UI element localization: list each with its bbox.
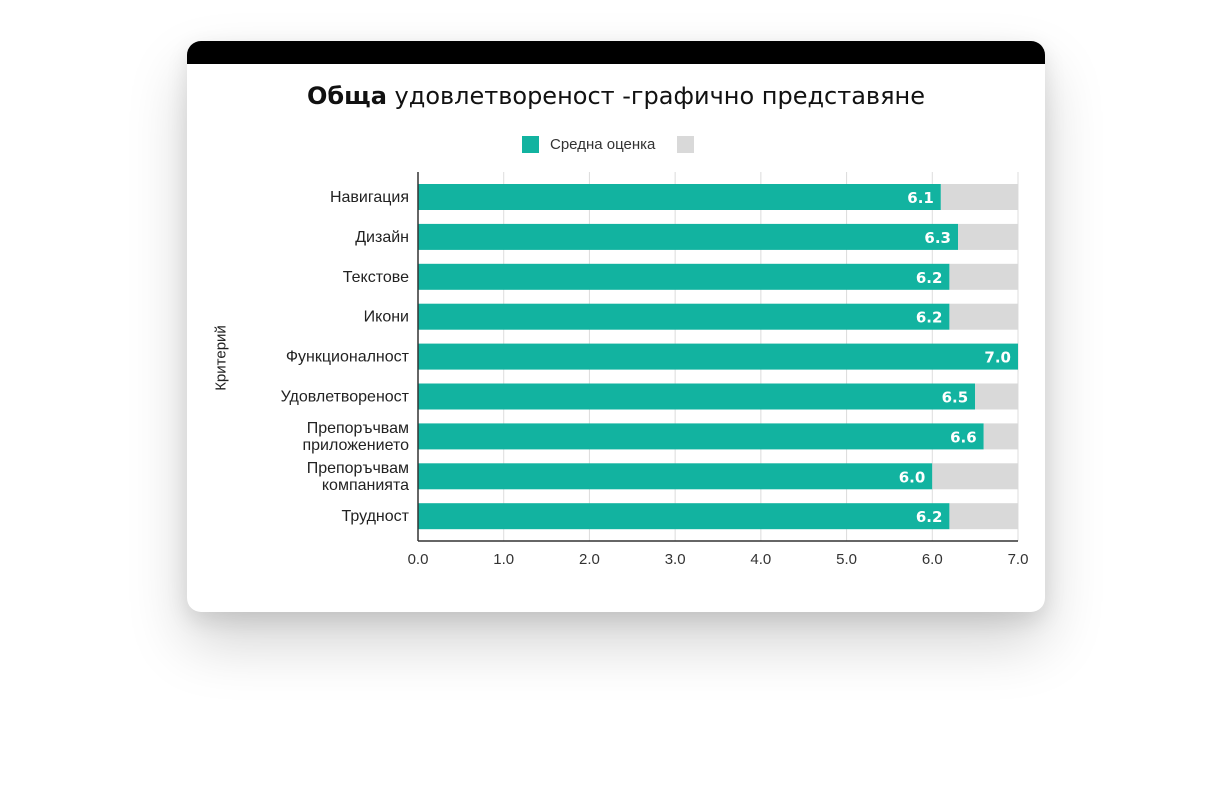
x-tick-label: 3.0 (665, 551, 686, 568)
legend-swatch-remainder (677, 135, 695, 153)
bar-remainder (975, 383, 1018, 410)
x-tick-label: 4.0 (750, 551, 771, 568)
data-label: 6.6 (950, 428, 977, 446)
bar-average (418, 303, 950, 330)
x-tick-label: 6.0 (922, 551, 943, 568)
bar-average (418, 503, 950, 530)
data-label: 6.2 (916, 309, 943, 327)
bar-remainder (983, 423, 1018, 450)
category-label: Препоръчвам (307, 460, 409, 477)
data-label: 6.3 (924, 229, 951, 247)
chart-card: Обща удовлетвореност -графично представя… (187, 41, 1045, 612)
legend-swatch-average (522, 135, 539, 153)
category-label: Функционалност (286, 349, 410, 366)
data-label: 6.1 (907, 189, 934, 207)
bar-remainder (940, 184, 1018, 210)
bar-average (418, 383, 976, 410)
chart-title-bold: Обща (307, 82, 387, 110)
data-label: 7.0 (984, 349, 1011, 367)
x-tick-label: 2.0 (579, 551, 600, 568)
category-label: Текстове (343, 269, 409, 286)
chart-title-rest: удовлетвореност -графично представяне (386, 82, 925, 110)
bar-average (418, 263, 950, 290)
card-top-bar (187, 41, 1045, 64)
data-label: 6.2 (916, 508, 943, 526)
category-label: компанията (322, 477, 409, 494)
bar-average (418, 184, 941, 210)
bar-average (418, 463, 933, 490)
bar-remainder (958, 223, 1018, 250)
x-tick-label: 5.0 (836, 551, 857, 568)
category-label: Трудност (342, 508, 410, 525)
bar-remainder (932, 463, 1018, 490)
bar-average (418, 423, 984, 450)
legend: Средна оценка (522, 135, 695, 153)
data-label: 6.0 (899, 468, 926, 486)
chart-title: Обща удовлетвореност -графично представя… (187, 82, 1045, 110)
category-label: Дизайн (355, 229, 409, 246)
bar-remainder (949, 303, 1018, 330)
legend-label-average: Средна оценка (550, 135, 656, 153)
data-label: 6.5 (942, 389, 969, 407)
category-label: приложението (302, 437, 409, 454)
bar-remainder (949, 263, 1018, 290)
category-label: Удовлетвореност (281, 389, 410, 406)
category-label: Икони (364, 309, 409, 326)
bar-chart-plot: 0.0 1.0 2.0 3.0 4.0 5.0 6.0 7.0 6.1 Навигация 6.3 Д… (281, 172, 1029, 568)
category-label: Навигация (330, 189, 409, 206)
category-label: Препоръчвам (307, 420, 409, 437)
x-tick-label: 7.0 (1008, 551, 1029, 568)
bar-average (418, 343, 1018, 370)
bar-average (418, 223, 958, 250)
x-tick-label: 0.0 (408, 551, 429, 568)
data-label: 6.2 (916, 269, 943, 287)
bar-remainder (949, 503, 1018, 530)
x-tick-label: 1.0 (493, 551, 514, 568)
